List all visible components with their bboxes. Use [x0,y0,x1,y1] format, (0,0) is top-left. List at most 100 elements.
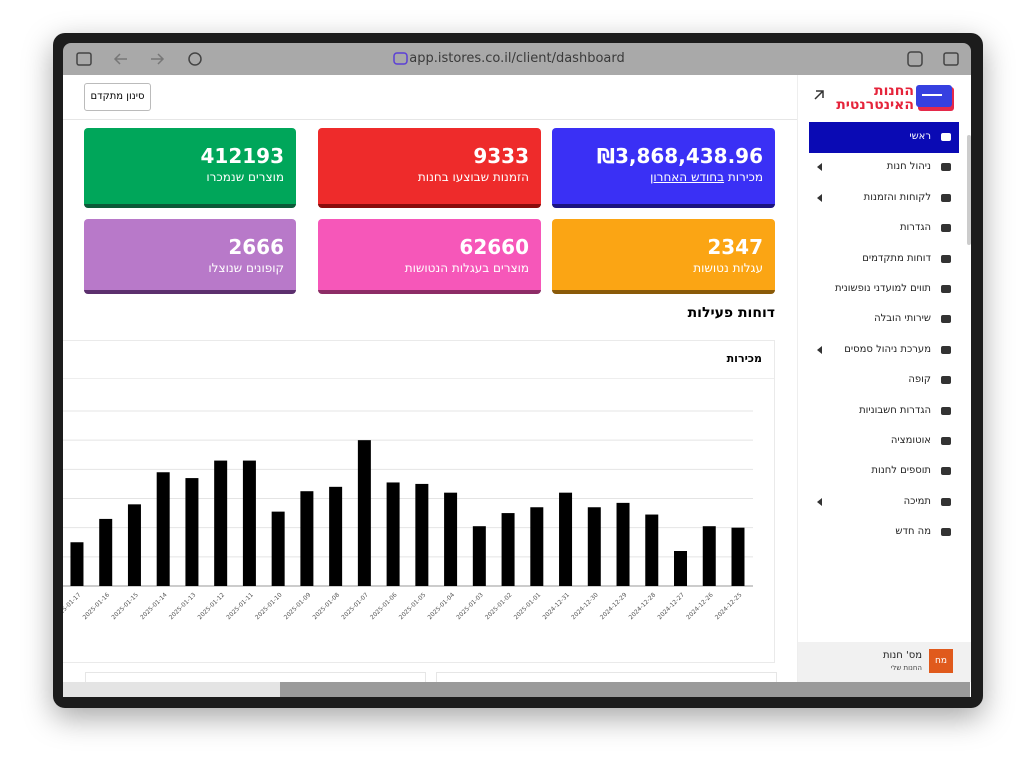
menu-item[interactable]: לקוחות והזמנות [809,183,959,214]
x-tick-label: 2025-01-09 [283,591,313,621]
stat-value: 62660 [459,235,529,259]
menu-item[interactable]: ראשי [809,122,959,153]
menu-label: דוחות מתקדמים [862,252,931,264]
menu-item[interactable]: תווים למועדני נופשונית [809,274,959,305]
x-tick-label: 2025-01-07 [340,591,370,621]
submenu-caret[interactable] [817,497,822,506]
x-tick-label: 2025-01-06 [369,591,399,621]
x-tick-label: 2025-01-14 [139,591,169,621]
store-name: מס' חנות [882,650,922,661]
menu-item[interactable]: הגדרות חשבוניות [809,396,959,427]
menu-label: תמיכה [903,495,931,507]
chart-title: מכירות [726,352,762,365]
x-tick-label: 2025-01-12 [197,591,227,621]
bar [444,492,458,586]
menu-icon [941,528,951,537]
menu-icon [941,285,951,293]
bar [472,526,486,586]
separator [63,119,797,120]
bar [156,472,170,586]
bar [70,542,84,586]
stat-label: קופונים שנוצלו [208,261,284,275]
menu-item[interactable]: הגדרות [809,213,959,244]
stat-link[interactable]: בחודש האחרון [650,170,725,184]
x-tick-label: 2024-12-25 [714,591,744,621]
submenu-caret[interactable] [817,345,822,354]
menu-label: קופה [908,374,931,386]
stat-card[interactable]: 9333 הזמנות שבוצעו בחנות [318,128,541,208]
x-tick-label: 2025-01-17 [63,591,83,621]
menu-label: לקוחות והזמנות [863,191,931,203]
stat-value: 412193 [200,144,285,168]
menu-icon [941,315,951,324]
submenu-caret[interactable] [817,163,822,172]
menu-icon [941,376,951,385]
browser-toolbar: app.istores.co.il/client/dashboard [63,43,971,75]
stat-card[interactable]: 62660 מוצרים בעגלות הנטושות [318,219,541,294]
menu-item[interactable]: אוטומציה [809,426,959,457]
menu-label: ניהול חנות [886,161,931,173]
external-link-icon[interactable] [814,90,824,100]
extension-icon[interactable] [907,51,923,67]
menu-label: מערכת ניהול סמסים [844,343,931,355]
menu-label: תוספים לחנות [871,465,931,477]
section-title: דוחות פעילות [687,305,775,321]
menu-label: שירותי הובלה [874,313,931,325]
scrollbar-thumb[interactable] [280,682,970,697]
menu-label: תווים למועדני נופשונית [834,283,931,294]
stat-card[interactable]: 2347 עגלות נטושות [552,219,775,294]
logo-icons [814,85,954,111]
site-icon [393,52,408,65]
menu-icon [941,254,951,263]
menu-item[interactable]: תוספים לחנות [809,456,959,487]
logo-line-2: האינטרנטית [836,97,914,113]
sidebar-icon[interactable] [76,52,92,66]
logo-line-1: החנות [874,83,914,99]
back-icon[interactable] [113,53,127,65]
logo[interactable]: החנות האינטרנטית [828,84,914,112]
x-tick-label: 2024-12-31 [541,591,571,621]
bar [587,507,601,586]
page-content: סינון מתקדם דוחות פעילות מכירות 01234562… [63,75,971,697]
stat-card[interactable]: 412193 מוצרים שנמכרו [84,128,296,208]
filter-button[interactable]: סינון מתקדם [84,83,151,111]
menu-icon [941,497,951,506]
split-icon[interactable] [943,52,959,66]
x-tick-label: 2025-01-11 [225,591,255,621]
menu-item[interactable]: דוחות מתקדמים [809,244,959,275]
menu-item[interactable]: מה חדש [809,517,959,548]
menu-item[interactable]: ניהול חנות [809,152,959,183]
separator [63,378,774,379]
stat-value: 2347 [707,235,763,259]
menu-item[interactable]: תמיכה [809,487,959,518]
stat-label-row: הזמנות שבוצעו בחנות [330,170,529,184]
bar [357,440,371,586]
stat-label-row: קופונים שנוצלו [96,261,284,275]
bar [242,460,256,586]
bar [271,511,285,586]
bar [645,514,659,586]
store-box[interactable]: מח מס' חנות החנות שלי [798,642,971,682]
x-tick-label: 2025-01-15 [110,591,140,621]
bar [530,507,544,586]
bar [415,483,429,586]
forward-icon[interactable] [151,53,165,65]
reload-icon[interactable] [188,52,202,66]
x-tick-label: 2025-01-16 [82,591,112,621]
stat-label-row: עגלות נטושות [564,261,763,275]
bar [127,504,141,586]
stat-card[interactable]: 2666 קופונים שנוצלו [84,219,296,294]
x-tick-label: 2025-01-01 [513,591,543,621]
submenu-caret[interactable] [817,193,822,202]
menu-item[interactable]: קופה [809,365,959,396]
stat-card[interactable]: ₪3,868,438.96 מכירות בחודש האחרון [552,128,775,208]
x-tick-label: 2024-12-30 [570,591,600,621]
menu-item[interactable]: מערכת ניהול סמסים [809,335,959,366]
bar [501,513,515,586]
url-bar[interactable]: app.istores.co.il/client/dashboard [409,51,625,66]
menu-icon [941,406,951,415]
stat-label: מוצרים שנמכרו [206,170,284,184]
stat-label: מכירות [727,170,763,184]
menu-item[interactable]: שירותי הובלה [809,304,959,335]
